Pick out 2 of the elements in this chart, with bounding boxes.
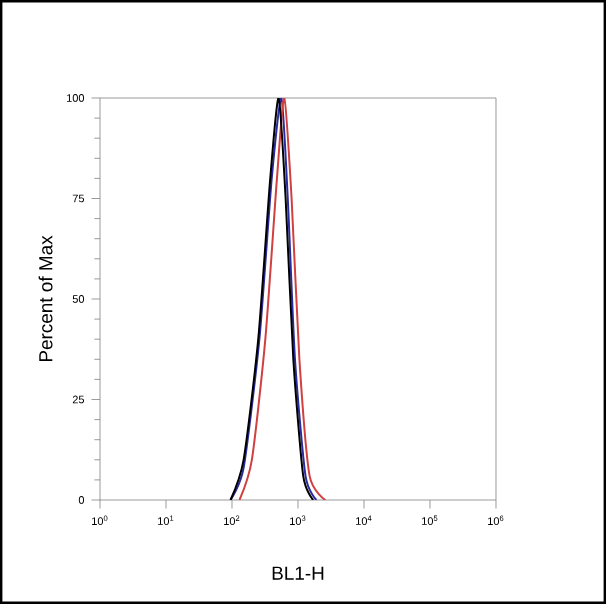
y-axis-title: Percent of Max xyxy=(38,235,53,362)
x-axis-title: BL1-H xyxy=(272,566,324,580)
